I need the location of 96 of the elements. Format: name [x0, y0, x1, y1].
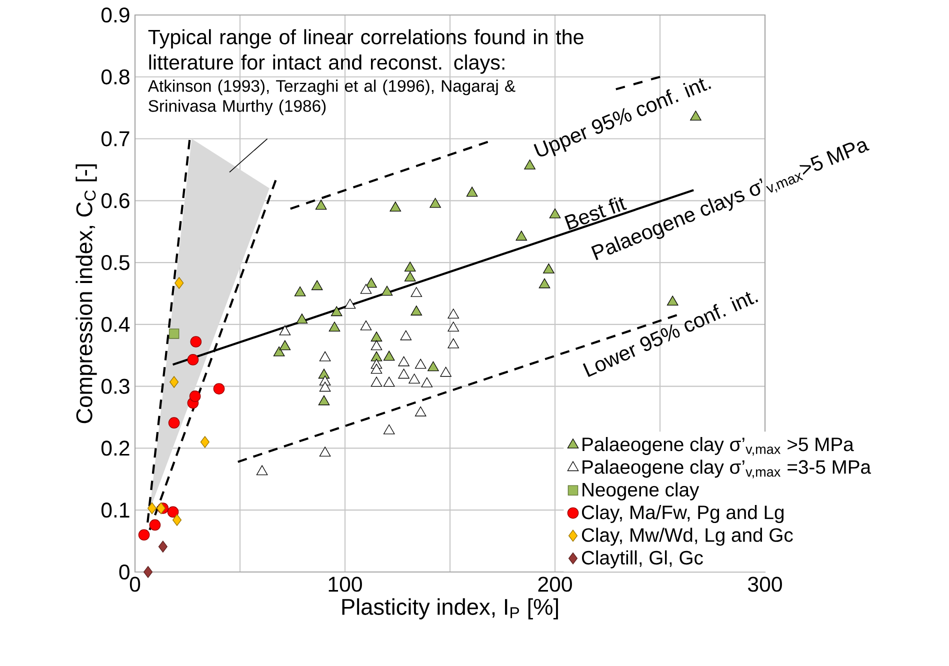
point — [311, 280, 323, 290]
point — [543, 264, 554, 274]
x-axis-title: Plasticity index, I$_{P}$ [%] — [342, 598, 558, 620]
point — [296, 314, 308, 324]
legend-label: Clay, Mw/Wd, Lg and Gc — [582, 528, 793, 546]
point — [370, 332, 382, 342]
y-tick-label: 0.8 — [101, 69, 130, 84]
point — [138, 529, 150, 541]
point — [370, 340, 382, 350]
point — [410, 306, 422, 316]
point — [167, 506, 179, 518]
point — [516, 230, 528, 241]
point — [158, 540, 168, 553]
point — [174, 277, 184, 289]
annotation: Lower 95% conf. int. — [582, 292, 758, 378]
point — [370, 364, 382, 374]
y-tick-label: 0.3 — [101, 378, 130, 394]
point — [404, 272, 416, 282]
point — [400, 330, 412, 340]
y-axis-title: Compression index, C$_{C}$ [-] — [76, 164, 97, 424]
point — [279, 340, 291, 350]
point — [428, 361, 439, 372]
point — [524, 160, 536, 170]
x-tick-label: 0 — [130, 576, 140, 592]
point — [448, 338, 460, 348]
legend-label: Palaeogene clay σ’$_{v,max}$ >5 MPa — [582, 437, 854, 456]
point — [466, 186, 478, 197]
point — [549, 208, 561, 218]
point — [318, 395, 330, 406]
x-tick-label: 300 — [748, 576, 782, 592]
legend-label: Claytill, Gl, Gc — [582, 550, 703, 568]
point — [360, 320, 372, 330]
point — [279, 325, 291, 336]
y-tick-label: 0.4 — [101, 316, 130, 332]
point — [147, 502, 157, 514]
point — [190, 336, 202, 348]
point — [421, 377, 433, 388]
point — [149, 519, 161, 531]
legend-label: Clay, Ma/Fw, Pg and Lg — [582, 505, 784, 524]
point — [143, 566, 153, 578]
x-tick-label: 100 — [328, 576, 362, 592]
point — [383, 424, 395, 434]
y-tick-label: 0.2 — [101, 440, 130, 456]
point — [168, 417, 180, 429]
point — [448, 308, 460, 319]
point — [370, 376, 382, 387]
point — [273, 346, 285, 356]
point — [408, 374, 420, 384]
point — [414, 406, 426, 416]
y-tick-label: 0.7 — [101, 131, 130, 146]
point — [390, 202, 402, 212]
point — [319, 446, 331, 457]
point — [440, 366, 452, 377]
point — [430, 198, 441, 208]
point — [410, 287, 422, 297]
point — [448, 322, 460, 332]
point — [690, 110, 702, 121]
point — [319, 382, 331, 392]
point — [328, 322, 340, 332]
point — [172, 514, 182, 526]
point — [383, 376, 395, 387]
point — [370, 351, 382, 362]
legend-label: Neogene clay — [582, 482, 700, 500]
legend-label: Palaeogene clay σ’$_{v,max}$ =3-5 MPa — [582, 460, 872, 478]
point — [189, 390, 201, 402]
point — [294, 286, 306, 296]
y-tick-label: 0 — [119, 564, 130, 580]
y-tick-label: 0.1 — [101, 502, 130, 518]
y-tick-label: 0.9 — [101, 7, 130, 23]
point — [398, 356, 410, 366]
point — [344, 298, 356, 309]
point — [170, 376, 179, 388]
annotation: Typical range of linear correlations found in the litterature for intact and reconst. clays: — [148, 29, 584, 74]
point — [168, 328, 180, 339]
point — [414, 358, 426, 369]
point — [315, 200, 327, 210]
point — [330, 306, 342, 316]
annotation: Upper 95% conf. int. — [534, 78, 712, 156]
x-tick-label: 200 — [538, 576, 572, 592]
point — [256, 465, 268, 476]
point — [404, 262, 416, 272]
point — [366, 278, 377, 288]
point — [360, 284, 372, 294]
point — [538, 278, 550, 288]
point — [156, 502, 166, 514]
point — [398, 368, 410, 379]
y-tick-label: 0.6 — [101, 193, 130, 208]
point — [319, 351, 331, 362]
point — [383, 350, 395, 361]
point — [666, 296, 678, 306]
point — [213, 383, 225, 394]
point — [381, 286, 393, 296]
y-tick-label: 0.5 — [101, 255, 130, 270]
annotation: Atkinson (1993), Terzaghi et al (1996), Nagaraj & Srinivasa Murthy (1986) — [148, 80, 516, 116]
point — [187, 354, 199, 366]
point — [200, 436, 210, 448]
